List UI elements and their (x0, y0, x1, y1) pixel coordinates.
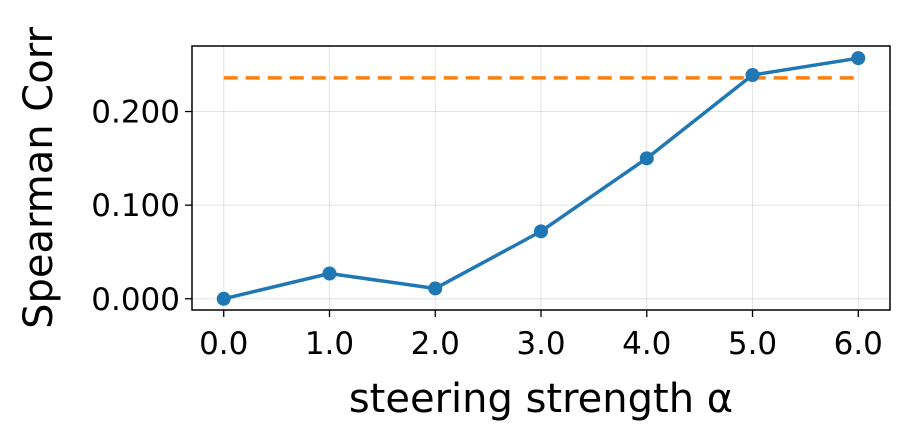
series-group (216, 51, 866, 306)
y-axis-label: Spearman Corr (16, 27, 62, 329)
y-tick-label: 0.100 (91, 188, 180, 224)
data-point (322, 266, 337, 281)
grid-lines (192, 46, 890, 310)
data-point (851, 51, 866, 66)
x-tick-label: 5.0 (728, 326, 777, 362)
x-tick-label: 1.0 (305, 326, 354, 362)
axis-ticks: 0.0 1.0 2.0 3.0 4.0 5.0 6.0 0.000 0.100 0.200 (91, 95, 883, 362)
x-tick-label: 4.0 (622, 326, 671, 362)
x-tick-label: 0.0 (199, 326, 248, 362)
x-axis-label: steering strength α (349, 376, 733, 422)
x-tick-label: 3.0 (516, 326, 565, 362)
x-tick-label: 6.0 (834, 326, 883, 362)
y-tick-label: 0.200 (91, 95, 180, 131)
data-point (534, 224, 548, 239)
x-tick-label: 2.0 (411, 326, 460, 362)
data-point (216, 291, 231, 306)
data-point (745, 68, 760, 83)
data-point (428, 281, 443, 296)
y-tick-label: 0.000 (91, 282, 180, 318)
data-point (639, 151, 654, 166)
